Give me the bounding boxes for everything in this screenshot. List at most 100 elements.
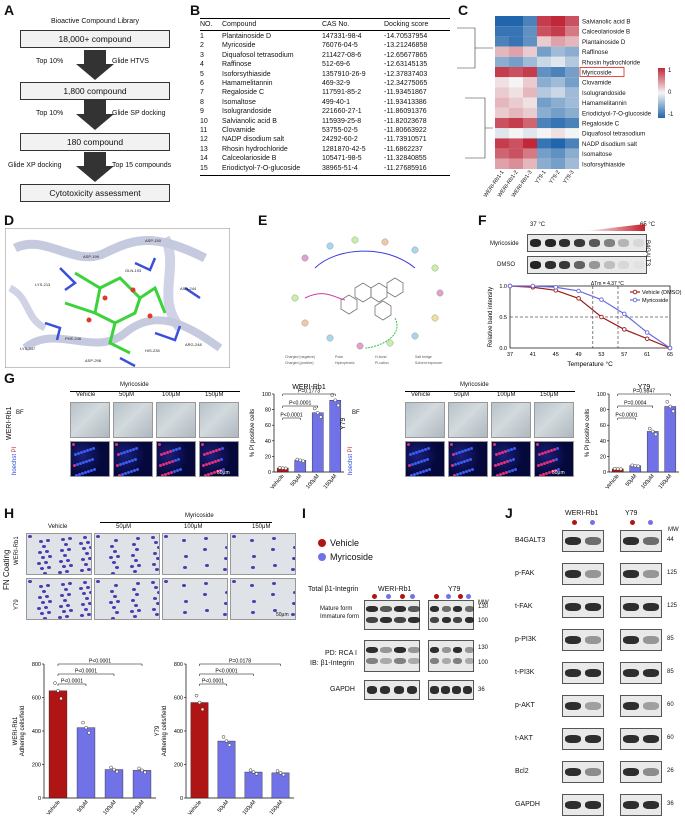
data-point bbox=[278, 466, 282, 470]
g-col-label: 50μM bbox=[454, 392, 470, 398]
nucleus-dot bbox=[85, 460, 88, 463]
x-tick-label: 45 bbox=[553, 352, 559, 358]
residue-node bbox=[436, 289, 444, 297]
nucleus-dot bbox=[135, 447, 138, 450]
heatmap-cell bbox=[509, 158, 523, 169]
nucleus-dot bbox=[90, 469, 93, 472]
blot-band bbox=[366, 606, 378, 613]
heatmap-row-label: Isolugrandoside bbox=[582, 90, 626, 97]
blot-band bbox=[394, 606, 406, 613]
residue-label: ASN-244 bbox=[180, 286, 197, 291]
significance-bracket bbox=[282, 417, 301, 420]
i-legend-vehicle-label: Vehicle bbox=[330, 538, 360, 548]
data-point bbox=[53, 681, 57, 685]
nucleus-dot bbox=[115, 443, 118, 446]
data-point bbox=[143, 770, 147, 775]
y-tick-label: 0 bbox=[603, 470, 606, 476]
adherent-cell bbox=[184, 555, 188, 558]
table-row: 13 Rhosin hydrochloride 1281870-42-5 -11.68… bbox=[200, 145, 450, 154]
nucleus-dot bbox=[550, 449, 553, 452]
data-point bbox=[194, 693, 199, 698]
nucleus-dot bbox=[552, 459, 555, 462]
table-row: 2 Myricoside 76076-04-5 -13.21246858 bbox=[200, 41, 450, 50]
nucleus-dot bbox=[416, 472, 419, 475]
nucleus-dot bbox=[204, 474, 207, 476]
residue-node bbox=[411, 246, 419, 254]
table-row: 12 NADP disodium salt 24292-60-2 -11.739105… bbox=[200, 135, 450, 144]
data-point bbox=[200, 707, 205, 712]
heatmap-cell bbox=[509, 128, 523, 139]
y-axis-label: % PI positive cells bbox=[585, 409, 591, 457]
p-value-label: P=0.0178 bbox=[229, 659, 251, 665]
adherent-cell bbox=[291, 568, 295, 571]
blot-band bbox=[408, 657, 420, 664]
j-mw-value: 85 bbox=[667, 669, 674, 675]
brightfield-image bbox=[491, 402, 531, 438]
y-tick-label: 400 bbox=[174, 729, 183, 735]
adherent-cell bbox=[153, 597, 157, 600]
brightfield-image bbox=[156, 402, 196, 438]
brightfield-image bbox=[70, 402, 110, 438]
significance-bracket bbox=[617, 393, 671, 396]
adherent-cell bbox=[154, 541, 158, 544]
heatmap-cell bbox=[523, 87, 537, 98]
heatmap-cell bbox=[509, 138, 523, 149]
series-point bbox=[530, 283, 536, 289]
y-tick-label: 20 bbox=[265, 454, 271, 460]
adherent-cell bbox=[88, 557, 91, 560]
i-mw-gapdh: 36 bbox=[478, 687, 485, 693]
y-tick-label: 200 bbox=[32, 763, 41, 769]
j-mw-value: 60 bbox=[667, 735, 674, 741]
nucleus-dot bbox=[415, 451, 418, 454]
heatmap-col-label: Y79-3 bbox=[562, 170, 575, 185]
adherent-cell bbox=[109, 601, 113, 604]
panel-label-a: A bbox=[4, 2, 15, 18]
table-row: 5 Isoforsythiaside 1357910-26-9 -12.3783740… bbox=[200, 70, 450, 79]
panel-label-d: D bbox=[4, 212, 15, 228]
nucleus-dot bbox=[508, 470, 511, 473]
g-y79-bar-chart: 0 20 40 60 80 100 % PI positive cells Y79 Vehicl… bbox=[585, 384, 679, 491]
adherent-cell bbox=[48, 555, 52, 558]
adherent-cell bbox=[89, 546, 91, 549]
nucleus-dot bbox=[456, 473, 459, 476]
blot-band bbox=[529, 261, 541, 269]
i-cell-y79: Y79 bbox=[448, 586, 461, 593]
blot-band bbox=[407, 686, 418, 694]
nucleus-dot bbox=[203, 453, 206, 456]
data-point bbox=[112, 767, 116, 772]
bar bbox=[244, 771, 263, 799]
blot-band bbox=[643, 735, 659, 743]
blot-band bbox=[366, 646, 378, 653]
table-cell: Isomaltose bbox=[222, 98, 256, 106]
crystal-violet-image bbox=[26, 578, 92, 620]
p-value-label: P<0.0001 bbox=[215, 669, 237, 675]
nucleus-dot bbox=[497, 463, 500, 466]
i-blot-pd-y79 bbox=[428, 640, 474, 672]
g-col-label: Vehicle bbox=[411, 392, 431, 398]
adherent-cell bbox=[87, 568, 91, 571]
j-row-label: t-FAK bbox=[515, 603, 533, 610]
blot-band bbox=[643, 669, 659, 677]
nucleus-dot bbox=[178, 447, 181, 450]
g-weri-bar-chart: 0 20 40 60 80 100 % PI positive cells WERI-Rb1 V… bbox=[250, 384, 344, 491]
nucleus-dot bbox=[412, 452, 415, 455]
j-mw-value: 60 bbox=[667, 702, 674, 708]
heatmap-row-label: Calceolarioside B bbox=[582, 29, 630, 36]
blot-band bbox=[585, 735, 601, 743]
nucleus-dot bbox=[551, 470, 554, 473]
nucleus-dot bbox=[124, 472, 127, 475]
table-cell: Isolugrandoside bbox=[222, 108, 272, 116]
adherent-cell bbox=[133, 615, 137, 618]
blot-band bbox=[565, 702, 581, 710]
cetsa-row-myricoside: Myricoside bbox=[490, 241, 519, 247]
nucleus-dot bbox=[215, 449, 218, 452]
j-blot-weri bbox=[562, 596, 604, 618]
i-blot-pd-weri bbox=[364, 640, 420, 672]
significance-bracket bbox=[57, 663, 143, 666]
adherent-cell bbox=[225, 591, 227, 594]
bar bbox=[271, 772, 290, 799]
heatmap-col-label: Y79-2 bbox=[548, 170, 561, 185]
heatmap-cell bbox=[509, 87, 523, 98]
data-point bbox=[301, 459, 305, 463]
j-blot-y79 bbox=[620, 662, 662, 684]
